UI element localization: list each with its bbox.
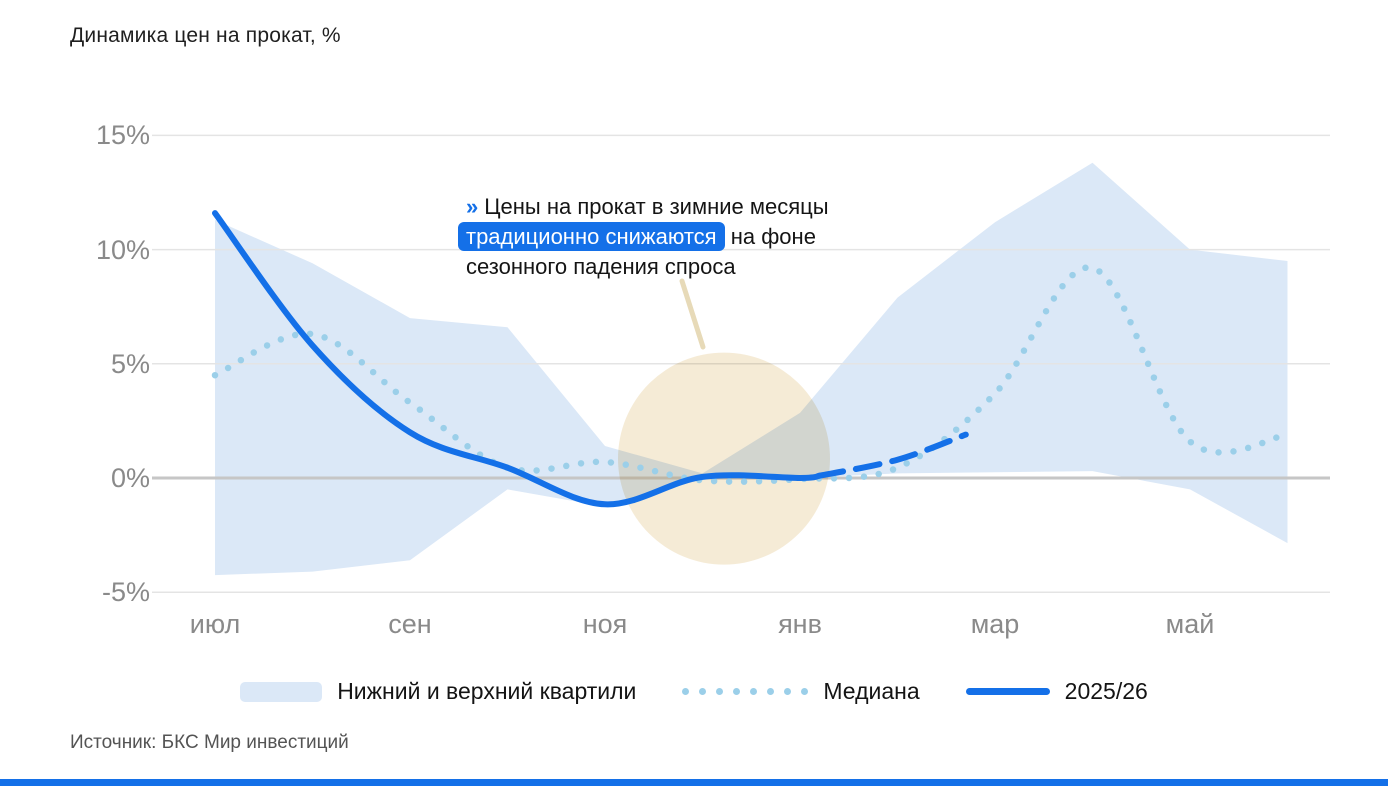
- x-tick-label: янв: [778, 609, 822, 639]
- x-tick-label: май: [1165, 609, 1215, 639]
- brand-accent-bar: [0, 779, 1388, 786]
- legend-label-median: Медиана: [823, 678, 920, 704]
- median-dotted-swatch: [682, 688, 809, 695]
- legend-label-quartiles: Нижний и верхний квартили: [337, 678, 637, 704]
- legend-label-2025-26: 2025/26: [1064, 678, 1148, 704]
- y-tick-label: 5%: [110, 348, 150, 379]
- legend-item-2025-26: 2025/26: [965, 678, 1148, 705]
- legend-item-median: Медиана: [682, 678, 920, 705]
- legend-item-quartiles: Нижний и верхний квартили: [240, 678, 636, 705]
- chart-annotation: » Цены на прокат в зимние месяцы традицио…: [458, 192, 896, 282]
- chart-legend: Нижний и верхний квартили Медиана 2025/2…: [0, 678, 1388, 705]
- x-tick-label: ноя: [582, 609, 628, 639]
- x-tick-label: мар: [970, 609, 1020, 639]
- line-2025-26-swatch: [965, 688, 1050, 695]
- y-tick-label: 0%: [110, 463, 150, 493]
- quartile-band-swatch: [240, 681, 323, 702]
- annotation-highlighted-text: традиционно снижаются: [458, 222, 725, 251]
- chart-title: Динамика цен на прокат, %: [70, 24, 341, 47]
- y-tick-label: -5%: [101, 577, 150, 608]
- y-tick-label: 10%: [95, 234, 150, 265]
- y-tick-label: 15%: [95, 120, 150, 151]
- source-caption: Источник: БКС Мир инвестиций: [70, 732, 349, 753]
- annotation-text-start: Цены на прокат в зимние месяцы: [484, 194, 829, 219]
- x-tick-label: сен: [388, 609, 432, 639]
- x-tick-label: июл: [189, 609, 241, 639]
- annotation-text-end: на фоне сезонного падения спроса: [466, 224, 816, 279]
- chevrons-icon: »: [466, 194, 479, 219]
